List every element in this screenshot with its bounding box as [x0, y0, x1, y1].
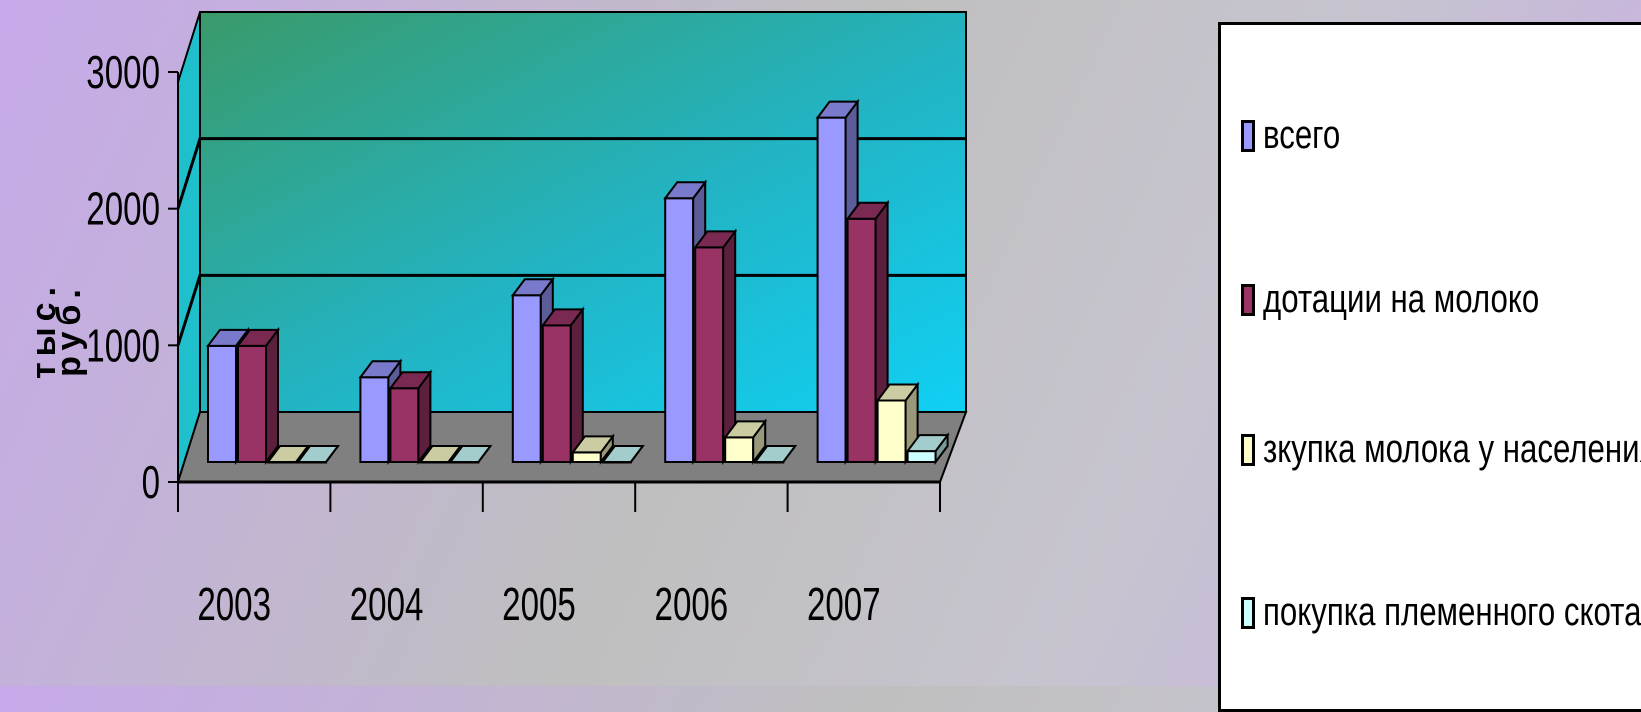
bar-top — [875, 383, 920, 402]
bar-top — [266, 445, 310, 463]
legend-swatch — [1241, 433, 1255, 466]
x-tick-label: 2006 — [655, 580, 729, 630]
legend-swatch — [1241, 119, 1255, 152]
bar-side — [569, 306, 584, 465]
y-axis-label-line2: руб. — [50, 283, 88, 377]
bar-front — [694, 246, 725, 463]
bar-front — [359, 376, 390, 463]
bar-top — [236, 328, 280, 347]
bar-top — [815, 100, 860, 119]
y-tick-label: 1000 — [86, 321, 160, 371]
bar-top — [540, 308, 585, 327]
bar-front — [207, 344, 237, 464]
bar-top — [418, 445, 463, 463]
bar-front — [571, 451, 602, 463]
bar-front — [237, 344, 267, 464]
legend-label: зкупка молока у населения — [1263, 427, 1641, 471]
bar-front — [541, 324, 572, 464]
bar-top — [296, 445, 340, 463]
bar-top — [693, 230, 738, 249]
legend-swatch — [1241, 596, 1255, 629]
legend-swatch — [1241, 283, 1255, 316]
bar-front — [664, 197, 695, 463]
bar-top — [905, 434, 950, 453]
legend-label: всего — [1263, 113, 1341, 157]
legend-item-dotacii: дотации на молоко — [1241, 277, 1617, 322]
x-tick-label: 2007 — [807, 580, 881, 630]
bar-front — [846, 217, 877, 463]
bar-top — [600, 445, 645, 463]
bar-top — [753, 445, 798, 463]
x-tick-label: 2003 — [197, 580, 271, 630]
bar-top — [448, 445, 493, 463]
bar-front — [876, 399, 907, 463]
chart-side-wall — [177, 11, 201, 483]
bar-top — [845, 201, 890, 220]
bar-side — [265, 326, 279, 465]
bar-front — [906, 450, 937, 464]
bar-front — [816, 116, 847, 463]
bar-front — [511, 294, 542, 463]
x-tick-label: 2004 — [350, 580, 424, 630]
y-tick-label: 2000 — [86, 184, 160, 234]
legend-label: дотации на молоко — [1263, 277, 1540, 321]
legend-item-zakupka: зкупка молока у населения — [1241, 427, 1641, 472]
bar-front — [389, 387, 420, 464]
bar-top — [570, 435, 615, 454]
bar-top — [723, 420, 768, 439]
bar-top — [206, 328, 250, 347]
x-tick-label: 2005 — [502, 580, 576, 630]
bar-top — [510, 278, 555, 297]
bar-top — [663, 181, 708, 200]
legend-label: покупка племенного скота — [1263, 590, 1641, 634]
y-tick-label: 0 — [142, 458, 160, 508]
bar-top — [388, 371, 433, 390]
legend-item-pokupka: покупка племенного скота — [1241, 590, 1641, 635]
gridline — [176, 137, 966, 210]
y-axis-label-line1: тыс. — [25, 281, 63, 379]
y-tick-label: 3000 — [86, 48, 160, 98]
legend-item-vsego: всего — [1241, 113, 1362, 158]
legend: всего дотации на молоко зкупка молока у … — [1218, 22, 1641, 712]
bar-front — [724, 436, 755, 463]
bar-top — [358, 360, 403, 379]
chart: 0 1000 2000 3000 2003 2004 2005 2006 2007 тыс. р… — [25, 11, 968, 630]
